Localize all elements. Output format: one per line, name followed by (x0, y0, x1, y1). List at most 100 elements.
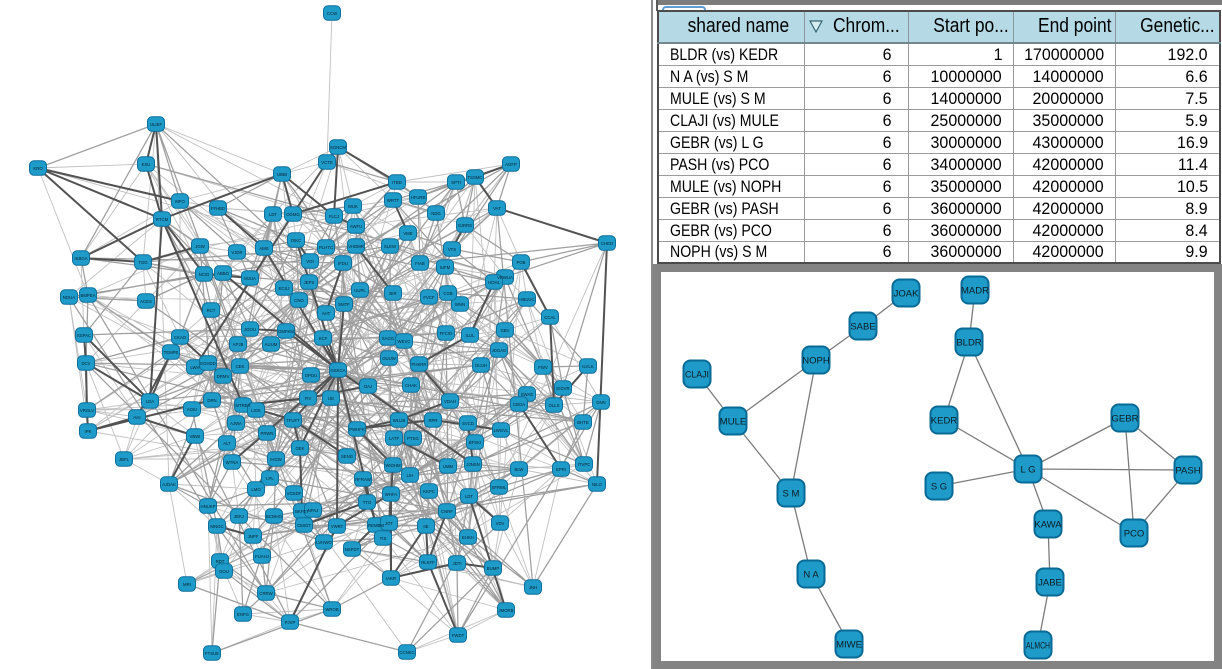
svg-text:CNRF: CNRF (441, 509, 453, 514)
svg-text:L G: L G (1021, 465, 1036, 476)
svg-text:WRTT: WRTT (387, 198, 400, 203)
svg-text:DRN: DRN (207, 398, 216, 403)
svg-text:MIWE: MIWE (836, 640, 862, 651)
svg-text:NDUA: NDUA (63, 295, 75, 300)
svg-text:ENFG: ENFG (237, 612, 250, 617)
svg-text:WLUB: WLUB (393, 418, 406, 423)
svg-text:EPRI: EPRI (556, 467, 566, 472)
svg-text:SWAE: SWAE (521, 392, 534, 397)
svg-text:JGW: JGW (195, 244, 205, 249)
svg-text:BLW: BLW (515, 467, 525, 472)
svg-text:IKBGA: IKBGA (74, 256, 87, 261)
svg-text:REMBM: REMBM (368, 523, 384, 528)
svg-text:MULE: MULE (720, 417, 746, 428)
svg-text:CBGA: CBGA (513, 402, 525, 407)
svg-text:OPDU: OPDU (305, 373, 317, 378)
svg-text:UUPL: UUPL (354, 288, 366, 293)
svg-text:ITBD: ITBD (392, 180, 402, 185)
svg-text:N A: N A (803, 570, 819, 581)
svg-text:WHFA: WHFA (385, 492, 398, 497)
svg-text:KSU: KSU (142, 162, 151, 167)
svg-text:SJRRS: SJRRS (458, 223, 472, 228)
svg-text:SFRWL: SFRWL (492, 485, 508, 490)
svg-text:KAWA: KAWA (1034, 520, 1062, 531)
svg-text:OUUW: OUUW (382, 356, 397, 361)
svg-text:RCT: RCT (207, 308, 216, 313)
svg-text:FFHBD: FFHBD (211, 206, 225, 211)
svg-text:CHAK: CHAK (405, 383, 417, 388)
svg-text:AUUM: AUUM (265, 342, 278, 347)
svg-text:TSSMC: TSSMC (467, 175, 482, 180)
svg-text:FIV: FIV (305, 396, 312, 401)
svg-text:WTNA: WTNA (226, 460, 239, 465)
svg-text:SLEW: SLEW (384, 244, 397, 249)
svg-text:TTG: TTG (363, 500, 372, 505)
svg-text:AOIU: AOIU (187, 407, 198, 412)
svg-text:CCNKC: CCNKC (399, 650, 414, 655)
svg-text:CHED: CHED (601, 241, 613, 246)
svg-text:GEBR: GEBR (1112, 414, 1139, 425)
svg-text:FLCJ: FLCJ (329, 214, 339, 219)
svg-text:VAT: VAT (493, 206, 501, 211)
svg-text:MFO: MFO (175, 199, 185, 204)
svg-text:CEK: CEK (236, 364, 245, 369)
svg-text:VME: VME (403, 231, 412, 236)
svg-text:TFUFT: TFUFT (286, 418, 300, 423)
svg-text:KRO: KRO (33, 166, 43, 171)
svg-text:IUFM: IUFM (440, 265, 451, 270)
svg-text:FWV: FWV (538, 365, 548, 370)
svg-text:AHT: AHT (322, 311, 331, 316)
svg-text:VBWI: VBWI (190, 434, 201, 439)
svg-text:FWDT: FWDT (452, 633, 465, 638)
svg-text:UMM: UMM (443, 464, 454, 469)
svg-text:BFSKI: BFSKI (469, 440, 481, 445)
svg-text:JEKJ: JEKJ (234, 514, 244, 519)
svg-text:TIS: TIS (380, 536, 387, 541)
svg-text:MRI: MRI (183, 582, 191, 587)
svg-text:OMFKM: OMFKM (278, 329, 294, 334)
svg-text:JMORB: JMORB (498, 608, 513, 613)
svg-text:S G: S G (931, 482, 947, 493)
svg-text:SPTI: SPTI (451, 180, 461, 185)
svg-text:PHKRR: PHKRR (411, 362, 426, 367)
svg-text:JBFL: JBFL (119, 457, 130, 462)
svg-text:VGSDF: VGSDF (287, 491, 302, 496)
svg-text:VHDMR: VHDMR (348, 244, 364, 249)
svg-text:CGB: CGB (443, 291, 452, 296)
svg-text:IAKR: IAKR (386, 576, 396, 581)
svg-text:FTSUE: FTSUE (205, 651, 219, 656)
svg-text:BHTE: BHTE (577, 420, 589, 425)
svg-text:RDT: RDT (216, 559, 225, 564)
svg-text:RLKFF: RLKFF (421, 560, 435, 565)
svg-text:LPL: LPL (266, 476, 274, 481)
svg-text:NILO: NILO (592, 482, 603, 487)
svg-text:PTSG: PTSG (407, 436, 419, 441)
svg-text:BUMP: BUMP (487, 566, 500, 571)
svg-text:JDGAG: JDGAG (492, 348, 507, 353)
svg-text:VOI: VOI (306, 259, 313, 264)
svg-text:APJB: APJB (233, 342, 244, 347)
svg-text:LWH: LWH (190, 365, 199, 370)
svg-text:NCIG: NCIG (199, 272, 210, 277)
svg-text:LIGK: LIGK (251, 408, 261, 413)
svg-text:VDV: VDV (496, 521, 505, 526)
svg-text:RFRAW: RFRAW (355, 477, 372, 482)
svg-text:JJNSN: JJNSN (466, 462, 479, 467)
svg-text:CLAJI: CLAJI (685, 370, 709, 381)
svg-text:BKFET: BKFET (295, 509, 309, 514)
svg-text:UBBI: UBBI (277, 172, 287, 177)
svg-text:VJDR: VJDR (231, 250, 242, 255)
svg-text:LDA: LDA (146, 399, 154, 404)
svg-text:WNN: WNN (455, 302, 465, 307)
svg-text:EIDVR: EIDVR (556, 386, 569, 391)
svg-text:JOAK: JOAK (894, 289, 919, 300)
svg-text:FFCID: FFCID (440, 331, 453, 336)
svg-text:SAGG: SAGG (382, 336, 395, 341)
svg-text:HOHL: HOHL (488, 280, 501, 285)
svg-text:HNUKP: HNUKP (200, 504, 215, 509)
svg-text:S M: S M (783, 489, 800, 500)
svg-text:JOT: JOT (385, 521, 393, 526)
svg-text:DCV: DCV (81, 361, 90, 366)
svg-text:KKPC: KKPC (423, 489, 435, 494)
svg-text:FIAB: FIAB (415, 261, 425, 266)
